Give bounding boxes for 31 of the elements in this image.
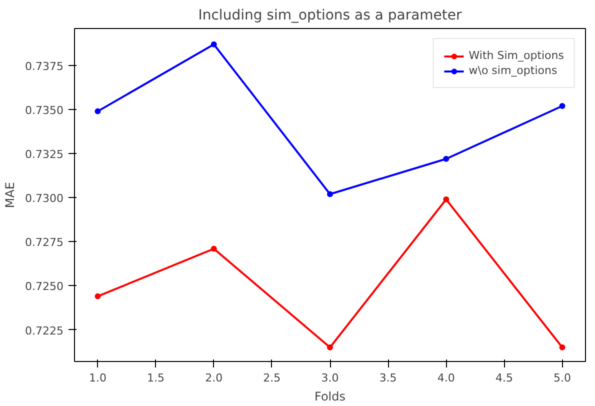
point (327, 344, 333, 350)
x-tick-label: 5.0 (554, 372, 572, 384)
x-tick-label: 3.0 (321, 372, 339, 384)
x-tick-label: 2.5 (263, 372, 281, 384)
y-axis-title: MAE (3, 182, 18, 208)
point (443, 156, 450, 162)
point (94, 108, 101, 114)
x-tick-label: 4.0 (437, 372, 455, 384)
y-tick-label: 0.7325 (25, 148, 64, 162)
y-tick-label: 0.7375 (25, 60, 64, 73)
chart-title: Including sim_options as a parameter (198, 8, 462, 24)
x-tick-label: 2.0 (205, 372, 223, 384)
point (210, 41, 217, 48)
x-tick-label: 1.0 (88, 372, 106, 384)
y-tick-label: 0.7350 (25, 104, 64, 118)
y-tick-label: 0.7225 (25, 324, 64, 338)
y-tick-label: 0.7275 (25, 236, 64, 250)
point (94, 293, 101, 300)
point (443, 196, 450, 202)
y-tick-label: 0.7300 (25, 192, 64, 206)
point (559, 103, 566, 110)
y-tick-label: 0.7250 (25, 280, 64, 294)
point (210, 246, 217, 252)
point (559, 344, 566, 350)
point (327, 191, 333, 198)
legend-label: w\o sim_options (468, 64, 558, 77)
x-tick-label: 3.5 (379, 372, 397, 384)
legend-label: With Sim_options (468, 49, 564, 62)
x-tick-label: 4.5 (495, 372, 513, 384)
x-axis-title: Folds (314, 390, 346, 404)
x-tick-label: 1.5 (147, 372, 165, 384)
